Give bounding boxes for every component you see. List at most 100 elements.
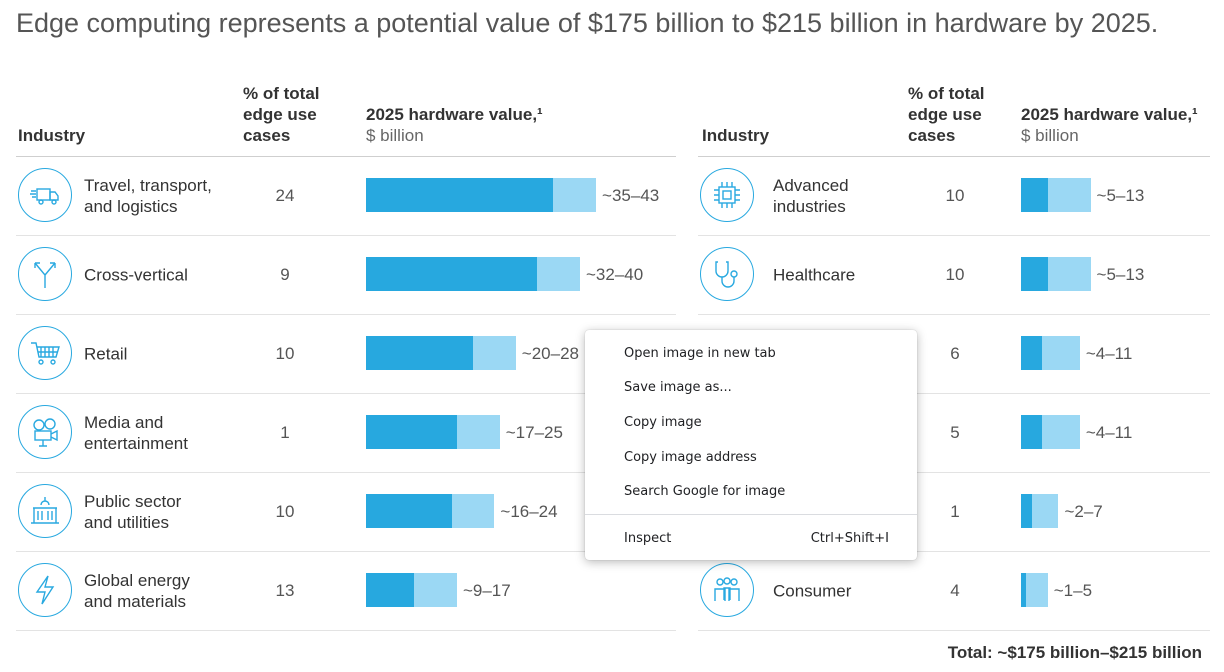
industry-header: Industry: [702, 126, 770, 145]
pct-value: 13: [275, 581, 295, 600]
left-rows: Travel, transport, and logistics 24 ~35–43…: [16, 157, 676, 631]
value-header-unit: $ billion: [366, 126, 424, 145]
left-table: Industry % of total edge use cases 2025 …: [16, 82, 676, 631]
pct-value: 9: [280, 265, 290, 284]
table-row: Consumer 4 ~1–5: [698, 552, 1210, 631]
value-bar: [1021, 415, 1080, 449]
lightning-icon: [18, 563, 72, 617]
value-bar-low: [366, 336, 473, 370]
pct-header: % of total edge use cases: [243, 83, 320, 146]
value-bar: [1021, 573, 1048, 607]
value-bar-range: [1047, 257, 1091, 291]
film-camera-icon: [18, 405, 72, 459]
right-table-header: Industry % of total edge use cases 2025 …: [698, 82, 1210, 157]
value-header: 2025 hardware value,¹ $ billion: [1021, 104, 1198, 146]
right-table: Industry % of total edge use cases 2025 …: [698, 82, 1210, 631]
value-range-label: ~9–17: [462, 581, 511, 600]
industry-name: Healthcare: [773, 265, 856, 285]
pct-value: 10: [945, 186, 965, 205]
menu-item-label: Copy image: [624, 414, 702, 430]
value-bar-low: [366, 257, 538, 291]
value-bar-range: [414, 573, 457, 607]
value-bar-low: [1021, 573, 1027, 607]
value-bar: [1021, 178, 1091, 212]
shopping-cart-icon: [18, 326, 72, 380]
value-range-label: ~4–11: [1085, 344, 1133, 363]
table-row: Public sector and utilities 10 ~16–24: [16, 473, 676, 552]
menu-item-label: Save image as...: [624, 380, 732, 396]
value-bar-low: [366, 494, 452, 528]
page-title: Edge computing represents a potential va…: [16, 8, 1159, 38]
industry-name: Global energy and materials: [84, 571, 190, 611]
industry-name: Retail: [84, 344, 128, 364]
government-building-icon: [18, 484, 72, 538]
industry-name: Advanced industries: [773, 176, 849, 216]
context-menu: Open image in new tab Save image as... C…: [585, 330, 917, 560]
table-row: Travel, transport, and logistics 24 ~35–43: [16, 157, 676, 236]
people-group-icon: [700, 563, 754, 617]
menu-item-shortcut: Ctrl+Shift+I: [810, 530, 889, 546]
value-bar: [366, 178, 597, 212]
menu-item-search-google-for-image[interactable]: Search Google for image: [585, 474, 917, 509]
value-bar: [1021, 257, 1091, 291]
fork-arrows-icon: [18, 247, 72, 301]
value-bar-range: [456, 415, 500, 449]
value-bar-low: [1021, 257, 1048, 291]
value-bar-low: [1021, 178, 1048, 212]
menu-item-label: Copy image address: [624, 449, 757, 465]
total-label: Total: ~$175 billion–$215 billion: [947, 643, 1202, 662]
industry-name: Consumer: [773, 581, 852, 601]
value-range-label: ~35–43: [602, 186, 660, 205]
menu-item-inspect[interactable]: Inspect Ctrl+Shift+I: [585, 521, 917, 556]
menu-item-label: Open image in new tab: [624, 345, 776, 361]
table-row: 1 ~2–7: [698, 473, 1210, 552]
value-bar: [366, 257, 580, 291]
industry-name: Cross-vertical: [84, 265, 188, 285]
pct-value: 1: [280, 423, 290, 442]
value-bar-range: [537, 257, 580, 291]
value-bar-range: [473, 336, 516, 370]
menu-item-open-image-new-tab[interactable]: Open image in new tab: [585, 336, 917, 371]
value-header-unit: $ billion: [1021, 126, 1079, 145]
value-range-label: ~20–28: [521, 344, 579, 363]
pct-header: % of total edge use cases: [908, 83, 985, 146]
menu-separator: [585, 513, 917, 515]
right-rows: Advanced industries 10 ~5–13 Healthcare 10 ~5…: [698, 157, 1210, 631]
value-header-label: 2025 hardware value,¹: [366, 105, 543, 124]
pct-header-line: edge use: [908, 105, 982, 124]
industry-header: Industry: [18, 126, 86, 145]
pct-header-line: % of total: [908, 84, 985, 103]
value-range-label: ~1–5: [1053, 581, 1093, 600]
value-bar-low: [1021, 494, 1032, 528]
value-bar-low: [1021, 336, 1043, 370]
value-header: 2025 hardware value,¹ $ billion: [366, 104, 543, 146]
pct-header-line: cases: [908, 126, 956, 145]
value-bar-range: [1042, 336, 1080, 370]
value-bar-low: [366, 178, 554, 212]
pct-value: 4: [950, 581, 960, 600]
table-row: 5 ~4–11: [698, 394, 1210, 473]
value-range-label: ~32–40: [586, 265, 644, 284]
pct-value: 6: [950, 344, 960, 363]
value-bar-range: [553, 178, 597, 212]
table-row: Global energy and materials 13 ~9–17: [16, 552, 676, 631]
truck-icon: [18, 168, 72, 222]
left-table-header: Industry % of total edge use cases 2025 …: [16, 82, 676, 157]
table-row: Healthcare 10 ~5–13: [698, 236, 1210, 315]
pct-header-line: edge use: [243, 105, 317, 124]
industry-name: Public sector and utilities: [84, 492, 182, 532]
value-bar-range: [1047, 178, 1091, 212]
value-bar-low: [1021, 415, 1043, 449]
value-bar: [366, 415, 500, 449]
menu-item-copy-image-address[interactable]: Copy image address: [585, 440, 917, 475]
value-bar: [366, 494, 495, 528]
menu-item-label: Inspect: [624, 530, 672, 546]
value-bar: [366, 573, 457, 607]
pct-value: 1: [950, 502, 960, 521]
value-range-label: ~2–7: [1064, 502, 1103, 521]
menu-item-copy-image[interactable]: Copy image: [585, 405, 917, 440]
value-range-label: ~17–25: [505, 423, 563, 442]
value-range-label: ~4–11: [1085, 423, 1133, 442]
value-bar: [366, 336, 516, 370]
menu-item-save-image-as[interactable]: Save image as...: [585, 371, 917, 406]
